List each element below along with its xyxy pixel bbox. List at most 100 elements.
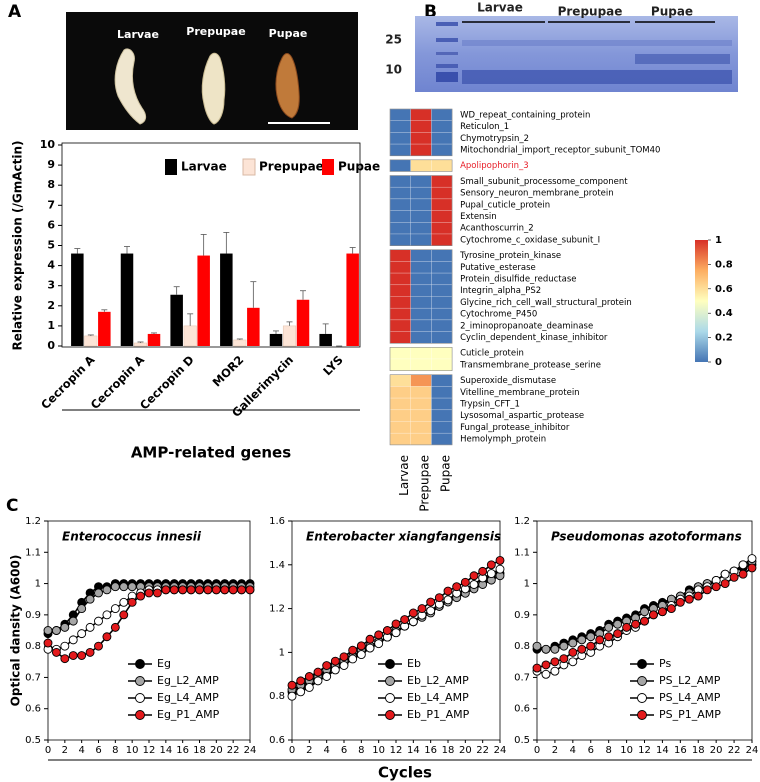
data-point (110, 582, 120, 592)
data-point (541, 669, 551, 679)
y-tick-label: 10 (40, 138, 56, 151)
heatmap-cell (410, 296, 432, 309)
y-axis-title: Relative expression (/GmActin) (11, 141, 25, 351)
legend-label: Eb_L2_AMP (407, 674, 469, 687)
y-tick-label: 0.8 (25, 641, 41, 652)
data-point (568, 647, 578, 657)
heatmap-cell (389, 222, 411, 235)
x-tick-label: 22 (476, 745, 489, 756)
y-tick-label: 0.8 (269, 691, 285, 702)
heatmap-cell (389, 397, 411, 411)
row-label: WD_repeat_containing_protein (460, 110, 590, 120)
data-point (68, 616, 78, 626)
gel-band (436, 64, 458, 68)
data-point (119, 582, 129, 592)
y-tick-label: 0.9 (514, 610, 530, 621)
y-tick-label: 1.1 (25, 547, 41, 558)
x-tick-label: 10 (126, 745, 139, 756)
bar (84, 335, 98, 347)
y-tick-label: 1.4 (269, 560, 285, 571)
y-tick-label: 1 (279, 647, 285, 658)
legend-label: Larvae (181, 160, 227, 174)
legend-swatch (165, 159, 177, 175)
heatmap-cell (410, 409, 432, 422)
colorbar-tick-label: 0.2 (715, 333, 733, 344)
data-point (443, 595, 453, 605)
data-point (60, 641, 70, 651)
heatmap-cell (410, 159, 432, 172)
heatmap-cell (431, 386, 453, 399)
legend-label: Eg (157, 657, 171, 670)
marker-label: 25 (385, 33, 402, 47)
row-label: Fungal_protease_inhibitor (460, 423, 570, 433)
data-point (577, 635, 587, 645)
data-point (478, 566, 488, 576)
row-label: Putative_esterase (460, 263, 536, 273)
gel-band (436, 38, 458, 42)
heatmap-cell (431, 132, 453, 145)
data-point (136, 591, 146, 601)
error-bar (250, 281, 257, 308)
data-point (693, 591, 703, 601)
data-point (738, 560, 748, 570)
photo-label: Prepupae (186, 25, 245, 38)
group-outline (389, 175, 453, 246)
heatmap-cell (410, 284, 432, 297)
chart-title: Enterococcus innesii (62, 530, 202, 544)
error-bar (349, 247, 356, 254)
data-point (622, 622, 632, 632)
data-point (747, 554, 757, 563)
data-point (684, 594, 694, 604)
heatmap-cell (410, 319, 432, 332)
data-point (203, 585, 213, 595)
heatmap-cell (431, 397, 453, 411)
data-point (43, 638, 53, 648)
y-tick-label: 0.5 (514, 735, 530, 746)
heatmap-cell (389, 186, 411, 200)
data-point (550, 657, 560, 667)
bar (120, 253, 134, 346)
error-bar (137, 341, 144, 343)
row-label: Apolipophorin_3 (460, 161, 529, 171)
y-tick-label: 1.6 (269, 516, 285, 527)
data-point (68, 651, 78, 660)
legend-label: Ps (659, 657, 671, 670)
data-point (495, 555, 505, 565)
data-point (322, 672, 332, 681)
legend-label: Eb_L4_AMP (407, 691, 469, 704)
marker-label: 10 (385, 63, 402, 77)
data-point (237, 585, 247, 595)
heatmap-cell (431, 186, 453, 200)
heatmap-cell (410, 386, 432, 399)
data-point (348, 654, 358, 664)
heatmap-cell (389, 374, 411, 387)
error-bar (173, 286, 180, 295)
data-point (408, 617, 418, 627)
heatmap-cell (431, 108, 453, 121)
error-bar (74, 248, 81, 254)
heatmap-cell (410, 261, 432, 274)
data-point (330, 656, 340, 666)
photo-label: Pupae (269, 27, 308, 40)
x-tick-label: 0 (45, 745, 51, 756)
x-tick-label: 0 (289, 745, 295, 756)
x-tick-label: 16 (674, 745, 687, 756)
heatmap-cell (431, 409, 453, 422)
panel-label: C (6, 496, 18, 516)
data-point (287, 691, 297, 701)
heatmap-cell (431, 233, 453, 246)
x-tick-label: 22 (227, 745, 240, 756)
x-tick-label: 10 (620, 745, 633, 756)
data-point (228, 585, 238, 595)
data-point (577, 644, 587, 654)
legend-label: Pupae (338, 160, 380, 174)
row-label: Integrin_alpha_PS2 (460, 286, 541, 296)
data-point (60, 654, 70, 664)
y-tick-label: 1 (35, 579, 41, 590)
data-point (68, 635, 78, 645)
panel-label: A (8, 2, 22, 22)
bar (269, 333, 283, 346)
row-label: 2_iminopropanoate_deaminase (460, 321, 593, 331)
data-point (313, 667, 323, 677)
